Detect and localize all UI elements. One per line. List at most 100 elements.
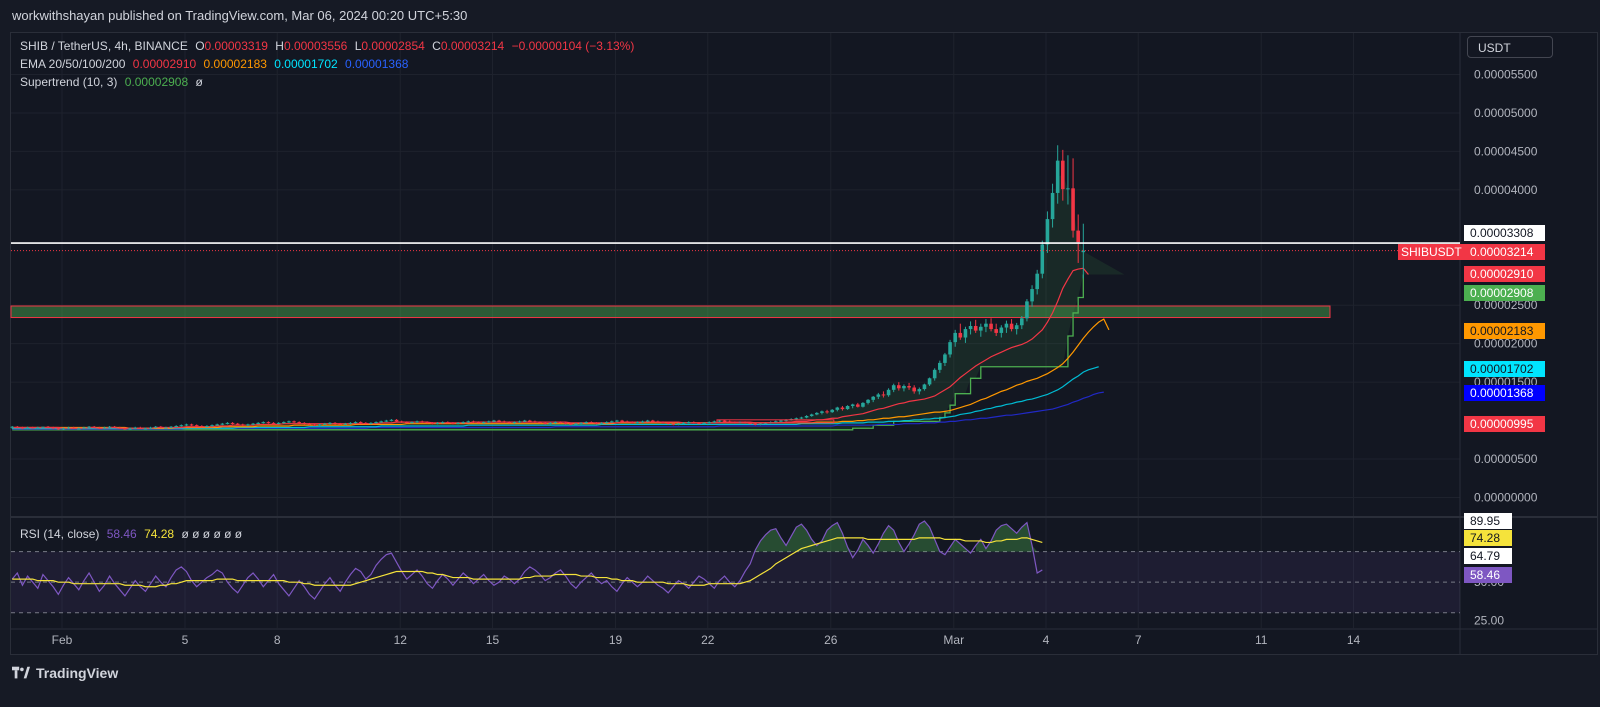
candle-body <box>92 426 96 428</box>
candle-body <box>779 420 783 422</box>
candle <box>973 319 978 333</box>
candle-body <box>712 421 717 423</box>
candle-body <box>466 421 471 423</box>
candle <box>912 385 916 394</box>
price-tick-label: 0.00005000 <box>1474 106 1538 120</box>
candle-body <box>850 404 855 406</box>
candle-body <box>645 420 650 422</box>
candle <box>276 422 281 425</box>
candle <box>645 419 650 423</box>
candle <box>302 422 307 425</box>
candle <box>36 426 40 430</box>
candle-body <box>71 427 76 429</box>
candle <box>1035 269 1039 295</box>
footer-bar <box>0 657 1600 707</box>
candle-body <box>220 423 225 425</box>
candle-body <box>984 323 988 327</box>
candle <box>881 391 886 398</box>
levels-layer <box>11 242 1460 424</box>
supertrend-legend[interactable]: Supertrend (10, 3) 0.00002908 ø <box>20 75 207 89</box>
candle <box>850 403 855 409</box>
candle <box>225 422 230 425</box>
candle-body <box>897 385 901 389</box>
candle-body <box>702 422 706 424</box>
candle <box>994 323 998 336</box>
high-value: 0.00003556 <box>283 39 348 53</box>
candle <box>256 422 260 425</box>
candle-body <box>476 422 481 424</box>
candle-body <box>159 426 163 428</box>
candle-body <box>317 424 322 426</box>
ema20-line <box>12 267 1089 429</box>
supertrend-title[interactable]: Supertrend (10, 3) <box>20 75 118 89</box>
time-tick-label: 22 <box>701 633 715 647</box>
candle-body <box>902 385 906 389</box>
candle-body <box>323 423 327 425</box>
candle <box>297 421 301 424</box>
candle <box>466 420 471 423</box>
candle-body <box>891 385 896 390</box>
candle-body <box>830 409 834 413</box>
candle <box>451 422 455 425</box>
candle <box>1076 214 1080 263</box>
tradingview-logo[interactable]: TradingView <box>12 665 118 681</box>
rsi-legend[interactable]: RSI (14, close) 58.46 74.28 ø ø ø ø ø ø <box>20 527 246 541</box>
support-zone <box>10 305 1331 319</box>
symbol-title[interactable]: SHIB / TetherUS, 4h, BINANCE <box>20 39 188 53</box>
candle-body <box>471 421 476 423</box>
candle <box>543 422 547 425</box>
ema-legend[interactable]: EMA 20/50/100/200 0.00002910 0.00002183 … <box>20 57 412 71</box>
time-tick-label: 12 <box>394 633 408 647</box>
candle <box>271 422 276 425</box>
candle-body <box>87 426 91 428</box>
candle <box>102 426 107 430</box>
currency-selector[interactable]: USDT <box>1467 36 1553 58</box>
candle <box>584 421 588 424</box>
tag-ema20: 0.00002910 <box>1464 266 1545 282</box>
symbol-legend[interactable]: SHIB / TetherUS, 4h, BINANCE O0.00003319… <box>20 39 638 53</box>
candle <box>112 425 117 428</box>
candle-body <box>994 329 998 333</box>
rsi-title[interactable]: RSI (14, close) <box>20 527 100 541</box>
candle-body <box>866 399 870 403</box>
candle <box>133 426 137 430</box>
candle-body <box>625 421 629 423</box>
candle <box>266 421 271 424</box>
candle <box>625 420 629 423</box>
candle-body <box>430 422 435 424</box>
candle-body <box>256 422 260 424</box>
candle-body <box>569 423 573 425</box>
tag-symbol-label: SHIBUSDT <box>1398 244 1464 260</box>
candle <box>118 426 122 429</box>
candle-body <box>420 421 424 423</box>
candle <box>30 426 35 429</box>
candle <box>922 383 927 391</box>
candle-body <box>128 428 132 430</box>
candle-body <box>809 414 814 416</box>
candle <box>502 420 506 423</box>
candle <box>430 422 435 425</box>
ema-title[interactable]: EMA 20/50/100/200 <box>20 57 126 71</box>
candle <box>215 423 219 426</box>
low-value: 0.00002854 <box>361 39 425 53</box>
candle-body <box>774 421 778 423</box>
candle-body <box>799 417 804 419</box>
candle-body <box>912 387 916 392</box>
candle-body <box>138 427 143 429</box>
candle-body <box>507 422 512 424</box>
candle <box>615 419 619 423</box>
price-tick-label: 0.00004500 <box>1474 144 1538 158</box>
close-label: C <box>432 39 441 53</box>
candle-body <box>15 426 20 428</box>
candle-body <box>107 426 112 428</box>
close-value: 0.00003214 <box>440 39 505 53</box>
supertrend-fill <box>12 174 1125 430</box>
candle-body <box>840 407 845 410</box>
candle-body <box>333 422 337 424</box>
time-tick-label: 15 <box>486 633 500 647</box>
candle <box>425 421 430 424</box>
candle <box>671 422 676 426</box>
candle <box>712 420 717 423</box>
rsi-tag-rsi: 58.46 <box>1464 567 1512 583</box>
